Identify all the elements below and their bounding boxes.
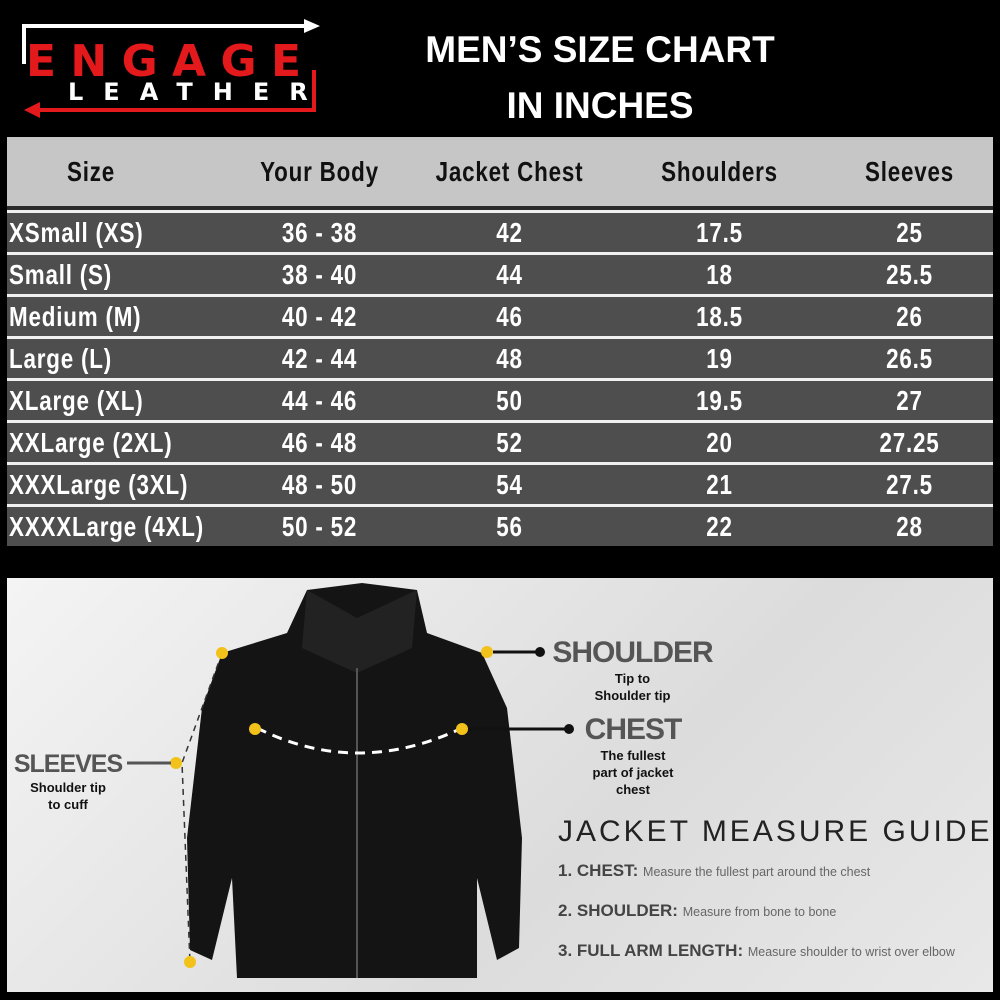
sleeves-callout: SLEEVES Shoulder tip to cuff [7, 750, 129, 813]
sleeves-label: SLEEVES [13, 750, 123, 778]
cell-your-body: 44 - 46 [281, 384, 358, 416]
step-desc: Measure the fullest part around the ches… [643, 865, 871, 879]
shoulder-right-marker [481, 646, 493, 658]
title-line-1: MEN’S SIZE CHART [425, 29, 775, 70]
table-row: XXXXLarge (4XL) 50 - 52 56 22 28 [7, 504, 993, 546]
shoulder-callout: SHOULDER Tip to Shoulder tip [545, 636, 720, 704]
chest-desc-1: The fullest [600, 748, 666, 763]
page-title: MEN’S SIZE CHART IN INCHES [375, 22, 825, 134]
header-size: Size [67, 155, 116, 187]
jacket-illustration [127, 583, 574, 978]
cell-sleeves: 26 [896, 300, 923, 332]
cell-size: Medium (M) [9, 300, 142, 332]
table-row: Small (S) 38 - 40 44 18 25.5 [7, 252, 993, 294]
cell-shoulders: 19 [706, 342, 733, 374]
cell-jacket-chest: 52 [496, 426, 523, 458]
cell-sleeves: 25 [896, 216, 923, 248]
cell-jacket-chest: 44 [496, 258, 523, 290]
shoulder-desc-1: Tip to [614, 671, 651, 686]
table-row: Medium (M) 40 - 42 46 18.5 26 [7, 294, 993, 336]
title-line-2: IN INCHES [506, 85, 694, 126]
table-row: XXLarge (2XL) 46 - 48 52 20 27.25 [7, 420, 993, 462]
cell-shoulders: 21 [706, 468, 733, 500]
cell-sleeves: 28 [896, 510, 923, 542]
shoulder-desc-2: Shoulder tip [594, 688, 671, 703]
chest-desc-2: part of jacket [592, 765, 674, 780]
cell-size: XXXLarge (3XL) [9, 468, 189, 500]
cell-your-body: 46 - 48 [281, 426, 358, 458]
cell-jacket-chest: 46 [496, 300, 523, 332]
cell-shoulders: 22 [706, 510, 733, 542]
cell-size: XSmall (XS) [9, 216, 144, 248]
sleeve-top-marker [170, 757, 182, 769]
chest-callout: CHEST The fullest part of jacket chest [575, 713, 691, 798]
step-label: 3. FULL ARM LENGTH: [558, 941, 744, 960]
sleeve-bottom-marker [184, 956, 196, 968]
cell-sleeves: 26.5 [886, 342, 933, 374]
guide-step-shoulder: 2. SHOULDER: Measure from bone to bone [558, 901, 836, 921]
table-row: XXXLarge (3XL) 48 - 50 54 21 27.5 [7, 462, 993, 504]
brand-logo: ENGAGE LEATHER [18, 18, 328, 123]
cell-your-body: 38 - 40 [281, 258, 358, 290]
header-shoulders: Shoulders [661, 155, 778, 187]
cell-jacket-chest: 48 [496, 342, 523, 374]
cell-size: XXLarge (2XL) [9, 426, 173, 458]
cell-your-body: 48 - 50 [281, 468, 358, 500]
cell-size: XLarge (XL) [9, 384, 144, 416]
cell-shoulders: 20 [706, 426, 733, 458]
shoulder-label: SHOULDER [552, 636, 713, 669]
cell-sleeves: 27.25 [879, 426, 940, 458]
step-desc: Measure shoulder to wrist over elbow [747, 945, 955, 959]
guide-step-arm-length: 3. FULL ARM LENGTH: Measure shoulder to … [558, 941, 955, 961]
chest-label: CHEST [584, 713, 683, 746]
cell-size: Small (S) [9, 258, 113, 290]
step-label: 2. SHOULDER: [558, 901, 678, 920]
cell-shoulders: 17.5 [696, 216, 743, 248]
svg-text:LEATHER: LEATHER [68, 78, 328, 106]
shoulder-left-marker [216, 647, 228, 659]
cell-shoulders: 19.5 [696, 384, 743, 416]
cell-sleeves: 27 [896, 384, 923, 416]
cell-jacket-chest: 54 [496, 468, 523, 500]
table-row: XSmall (XS) 36 - 38 42 17.5 25 [7, 210, 993, 252]
cell-shoulders: 18.5 [696, 300, 743, 332]
table-row: Large (L) 42 - 44 48 19 26.5 [7, 336, 993, 378]
sleeves-desc-1: Shoulder tip [30, 780, 106, 795]
header-jacket-chest: Jacket Chest [435, 155, 584, 187]
cell-sleeves: 27.5 [886, 468, 933, 500]
chest-right-marker [456, 723, 468, 735]
cell-your-body: 50 - 52 [281, 510, 358, 542]
cell-jacket-chest: 42 [496, 216, 523, 248]
cell-your-body: 36 - 38 [281, 216, 358, 248]
header-sleeves: Sleeves [864, 155, 955, 187]
chest-desc-3: chest [616, 782, 650, 797]
cell-your-body: 40 - 42 [281, 300, 358, 332]
step-label: 1. CHEST: [558, 861, 639, 880]
measure-diagram: SHOULDER Tip to Shoulder tip CHEST The f… [7, 578, 993, 992]
size-table: Size Your Body Jacket Chest Shoulders Sl… [7, 137, 993, 546]
sleeves-desc-2: to cuff [48, 797, 88, 812]
table-header: Size Your Body Jacket Chest Shoulders Sl… [7, 137, 993, 210]
cell-jacket-chest: 56 [496, 510, 523, 542]
chest-left-marker [249, 723, 261, 735]
guide-step-chest: 1. CHEST: Measure the fullest part aroun… [558, 861, 870, 881]
header-your-body: Your Body [260, 155, 379, 187]
cell-sleeves: 25.5 [886, 258, 933, 290]
cell-jacket-chest: 50 [496, 384, 523, 416]
guide-title: JACKET MEASURE GUIDE [558, 815, 993, 848]
cell-size: Large (L) [9, 342, 113, 374]
table-row: XLarge (XL) 44 - 46 50 19.5 27 [7, 378, 993, 420]
step-desc: Measure from bone to bone [682, 905, 837, 919]
cell-shoulders: 18 [706, 258, 733, 290]
cell-your-body: 42 - 44 [281, 342, 358, 374]
cell-size: XXXXLarge (4XL) [9, 510, 204, 542]
